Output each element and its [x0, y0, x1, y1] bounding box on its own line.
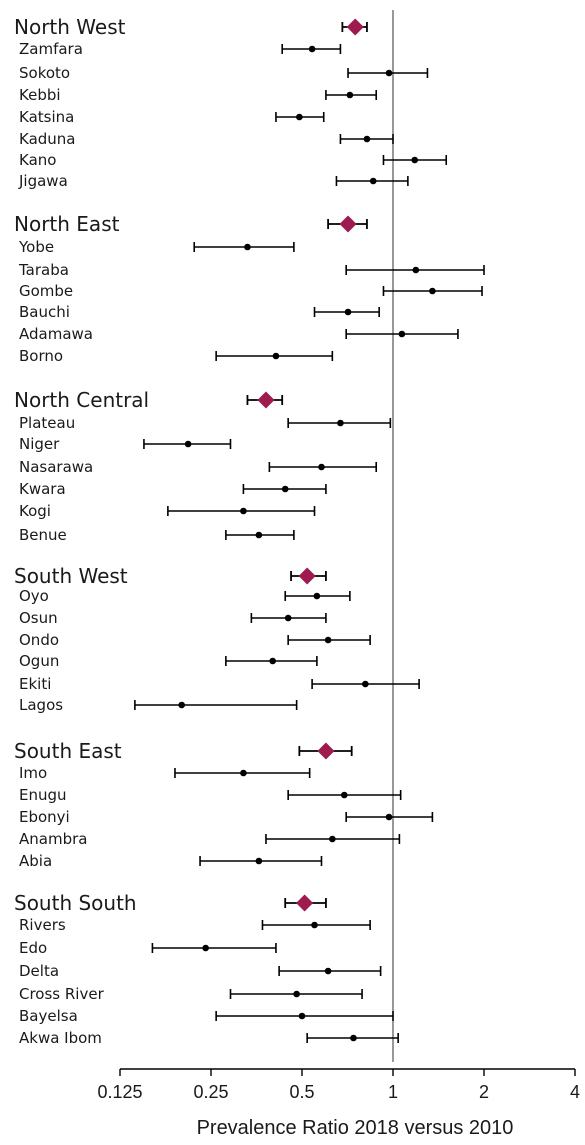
state-point-cross-river: [293, 990, 300, 998]
x-tick-label-0-125: 0.125: [97, 1082, 142, 1102]
state-label-oyo: Oyo: [19, 587, 49, 605]
region-label-north-west: North West: [14, 15, 126, 39]
region-diamond-south-west: [298, 567, 316, 585]
state-point-benue: [255, 531, 263, 539]
state-label-kogi: Kogi: [19, 502, 51, 520]
state-label-nasarawa: Nasarawa: [19, 458, 93, 476]
state-label-adamawa: Adamawa: [19, 325, 93, 343]
x-tick-label-1: 1: [388, 1082, 398, 1102]
state-point-anambra: [329, 835, 336, 843]
state-label-bauchi: Bauchi: [19, 303, 70, 321]
x-tick-label-0-25: 0.25: [193, 1082, 228, 1102]
state-label-osun: Osun: [19, 609, 58, 627]
state-label-cross-river: Cross River: [19, 985, 105, 1003]
region-label-south-south: South South: [14, 891, 137, 915]
state-point-taraba: [412, 266, 420, 274]
state-label-ebonyi: Ebonyi: [19, 808, 70, 826]
state-label-kwara: Kwara: [19, 480, 66, 498]
state-point-akwa-ibom: [350, 1034, 357, 1042]
region-label-south-west: South West: [14, 564, 128, 588]
state-label-gombe: Gombe: [19, 282, 73, 300]
state-label-ondo: Ondo: [19, 631, 59, 649]
state-point-osun: [284, 614, 292, 622]
region-label-north-central: North Central: [14, 388, 149, 412]
state-point-oyo: [313, 592, 321, 600]
state-point-zamfara: [308, 45, 316, 53]
state-label-imo: Imo: [19, 764, 47, 782]
state-label-ekiti: Ekiti: [19, 675, 51, 693]
state-point-ogun: [269, 657, 277, 665]
region-label-north-east: North East: [14, 212, 120, 236]
region-diamond-south-east: [317, 742, 335, 760]
state-point-niger: [184, 440, 192, 448]
state-point-bauchi: [344, 308, 352, 316]
state-point-katsina: [296, 113, 303, 121]
state-label-zamfara: Zamfara: [19, 40, 83, 58]
state-label-akwa-ibom: Akwa Ibom: [19, 1029, 102, 1047]
state-label-ogun: Ogun: [19, 652, 59, 670]
state-point-yobe: [244, 243, 251, 251]
state-point-bayelsa: [298, 1012, 306, 1020]
state-point-edo: [202, 944, 209, 952]
state-label-edo: Edo: [19, 939, 47, 957]
region-diamond-north-east: [339, 215, 357, 233]
state-point-rivers: [311, 921, 318, 929]
region-diamond-north-west: [346, 18, 364, 36]
state-point-delta: [324, 967, 332, 975]
state-point-plateau: [337, 419, 344, 427]
state-point-enugu: [340, 791, 348, 799]
state-label-lagos: Lagos: [19, 696, 63, 714]
state-label-yobe: Yobe: [18, 238, 54, 256]
state-label-sokoto: Sokoto: [19, 64, 70, 82]
state-point-lagos: [178, 701, 186, 709]
x-tick-label-4: 4: [570, 1082, 580, 1102]
state-point-sokoto: [385, 69, 393, 77]
state-point-ekiti: [362, 680, 369, 688]
state-point-kaduna: [363, 135, 371, 143]
state-label-abia: Abia: [19, 852, 52, 870]
state-point-kano: [411, 156, 419, 164]
state-point-ebonyi: [385, 813, 393, 821]
state-label-benue: Benue: [19, 526, 67, 544]
state-point-imo: [240, 769, 247, 777]
state-label-plateau: Plateau: [19, 414, 75, 432]
state-label-rivers: Rivers: [19, 916, 66, 934]
state-label-kano: Kano: [19, 151, 56, 169]
region-label-south-east: South East: [14, 739, 122, 763]
state-label-niger: Niger: [19, 435, 60, 453]
state-label-kaduna: Kaduna: [19, 130, 76, 148]
x-axis-title: Prevalence Ratio 2018 versus 2010: [197, 1117, 514, 1139]
state-label-enugu: Enugu: [19, 786, 67, 804]
state-point-kwara: [281, 485, 289, 493]
state-label-kebbi: Kebbi: [19, 86, 61, 104]
state-point-borno: [272, 352, 280, 360]
state-point-ondo: [324, 636, 332, 644]
state-label-delta: Delta: [19, 962, 59, 980]
state-point-nasarawa: [318, 463, 325, 471]
state-point-abia: [255, 857, 263, 865]
state-label-jigawa: Jigawa: [18, 172, 68, 190]
x-tick-label-0-5: 0.5: [289, 1082, 314, 1102]
x-tick-label-2: 2: [479, 1082, 489, 1102]
state-point-kebbi: [346, 91, 354, 99]
state-label-anambra: Anambra: [19, 830, 87, 848]
state-point-kogi: [240, 507, 247, 515]
region-diamond-north-central: [257, 391, 275, 409]
state-label-katsina: Katsina: [19, 108, 74, 126]
state-point-jigawa: [369, 177, 377, 185]
state-point-adamawa: [398, 330, 406, 338]
state-label-bayelsa: Bayelsa: [19, 1007, 78, 1025]
state-label-taraba: Taraba: [18, 261, 69, 279]
state-point-gombe: [429, 287, 436, 295]
region-diamond-south-south: [296, 894, 314, 912]
state-label-borno: Borno: [19, 347, 63, 365]
